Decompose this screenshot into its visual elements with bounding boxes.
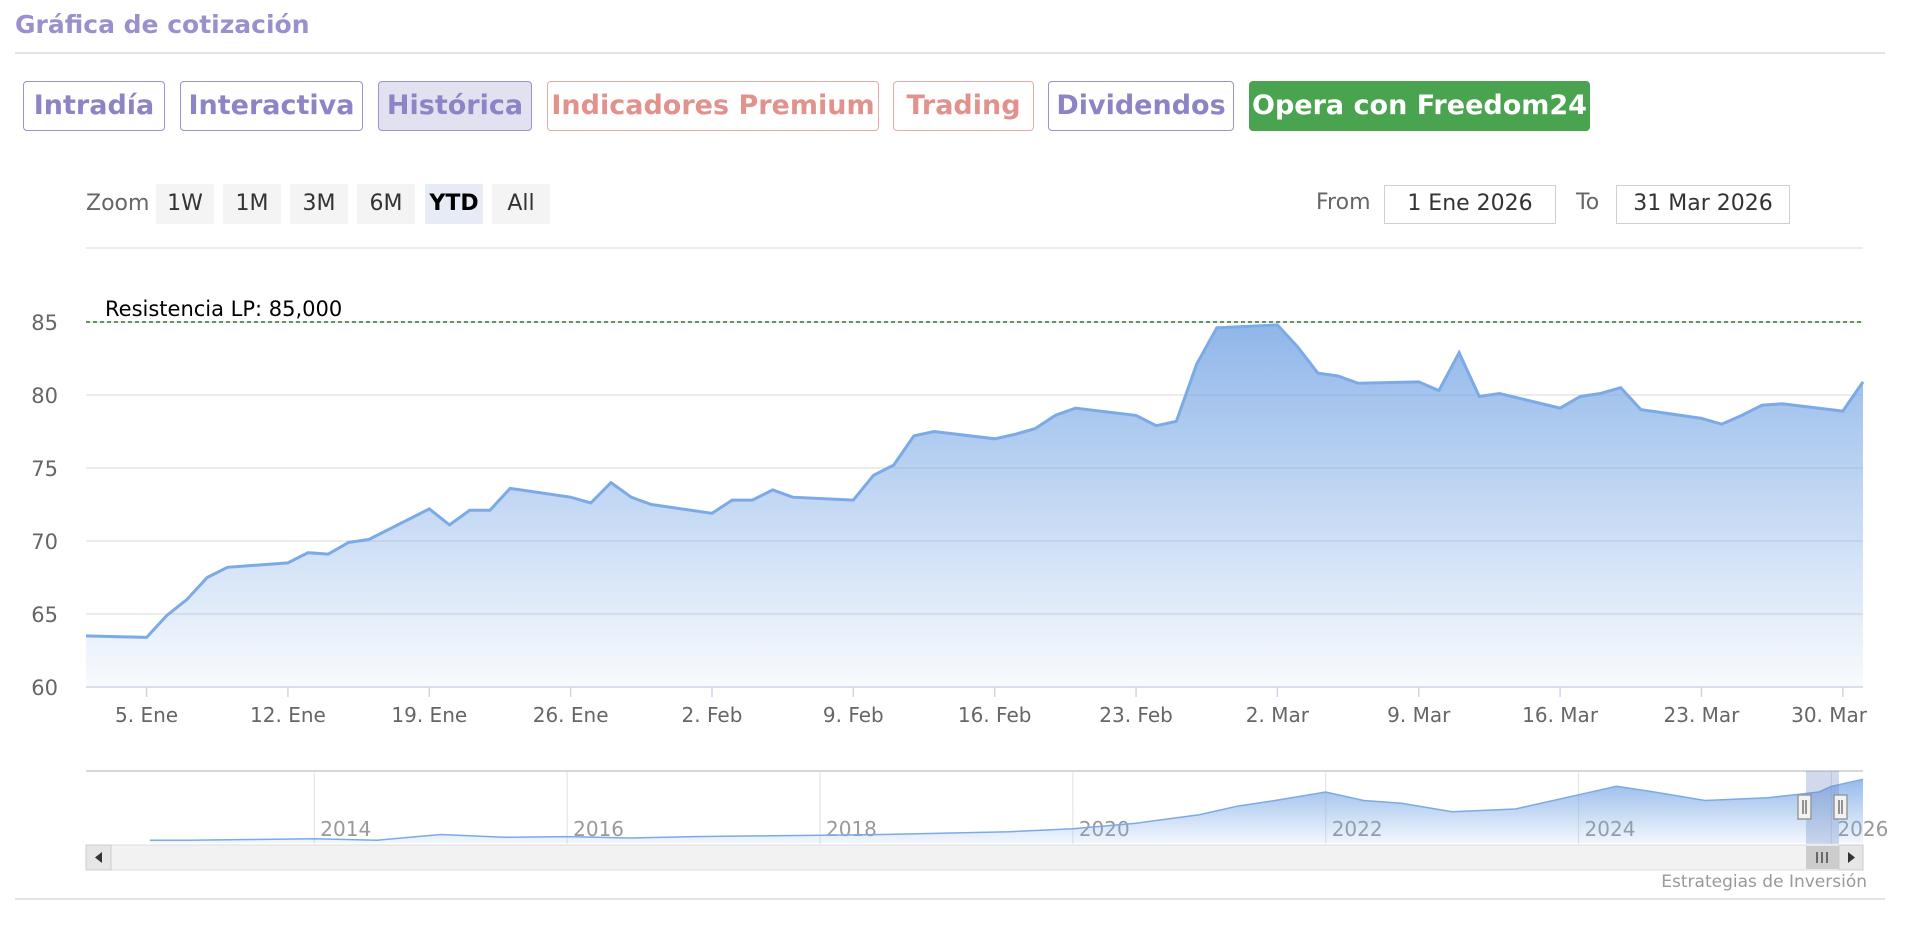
navigator-year-label: 2014 <box>320 817 371 841</box>
scrollbar[interactable] <box>85 844 1864 871</box>
opera-freedom24-button[interactable]: Opera con Freedom24 <box>1249 81 1590 131</box>
x-tick-label: 16. Feb <box>958 703 1032 727</box>
tab-interactiva[interactable]: Interactiva <box>180 81 363 131</box>
x-tick-label: 23. Mar <box>1664 703 1741 727</box>
x-tick-label: 26. Ene <box>533 703 609 727</box>
tab-indicadores-premium[interactable]: Indicadores Premium <box>547 81 879 131</box>
tab-dividendos[interactable]: Dividendos <box>1048 81 1234 131</box>
y-tick-label: 70 <box>31 530 58 554</box>
to-label: To <box>1576 190 1600 215</box>
header-divider <box>15 52 1885 54</box>
from-label: From <box>1316 190 1371 215</box>
zoom-1m-button[interactable]: 1M <box>223 184 281 224</box>
x-tick-label: 12. Ene <box>250 703 326 727</box>
chevron-left-icon <box>95 852 102 863</box>
y-axis-labels: 60 65 70 75 80 85 <box>31 311 58 700</box>
price-area <box>86 324 1863 687</box>
x-tick-label: 30. Mar <box>1791 703 1868 727</box>
chart-credits: Estrategias de Inversión <box>1661 872 1867 892</box>
y-tick-label: 65 <box>31 603 58 627</box>
navigator: 2014201620182020202220242026 <box>86 770 1888 844</box>
navigator-line <box>149 778 1864 841</box>
zoom-3m-button[interactable]: 3M <box>290 184 348 224</box>
tab-intradia[interactable]: Intradía <box>23 81 165 131</box>
to-date-input[interactable]: 31 Mar 2026 <box>1616 185 1790 224</box>
navigator-right-handle[interactable] <box>1833 794 1848 820</box>
chevron-right-icon <box>1848 852 1855 863</box>
price-line <box>85 323 1865 639</box>
page-title: Gráfica de cotización <box>15 10 310 39</box>
x-tick-label: 2. Mar <box>1246 703 1310 727</box>
y-tick-label: 75 <box>31 457 58 481</box>
x-tick-label: 9. Mar <box>1387 703 1451 727</box>
x-tick-label: 2. Feb <box>682 703 743 727</box>
from-date-input[interactable]: 1 Ene 2026 <box>1384 185 1556 224</box>
x-tick-label: 19. Ene <box>391 703 467 727</box>
zoom-6m-button[interactable]: 6M <box>357 184 415 224</box>
zoom-all-button[interactable]: All <box>492 184 550 224</box>
x-tick-label: 23. Feb <box>1099 703 1173 727</box>
resistance-label: Resistencia LP: 85,000 <box>105 297 342 321</box>
zoom-ytd-button[interactable]: YTD <box>425 184 483 224</box>
navigator-area <box>149 779 1863 843</box>
zoom-label: Zoom <box>86 191 150 216</box>
x-axis-ticks: 5. Ene 12. Ene 19. Ene 26. Ene 2. Feb 9. Feb 1… <box>115 687 1868 727</box>
footer-divider <box>15 898 1885 900</box>
tab-historica[interactable]: Histórica <box>378 81 532 131</box>
y-tick-label: 60 <box>31 676 58 700</box>
y-tick-label: 85 <box>31 311 58 335</box>
navigator-left-handle[interactable] <box>1797 794 1812 820</box>
zoom-1w-button[interactable]: 1W <box>156 184 214 224</box>
x-tick-label: 9. Feb <box>823 703 884 727</box>
tab-trading[interactable]: Trading <box>893 81 1034 131</box>
x-tick-label: 16. Mar <box>1522 703 1599 727</box>
x-tick-label: 5. Ene <box>115 703 178 727</box>
y-tick-label: 80 <box>31 384 58 408</box>
